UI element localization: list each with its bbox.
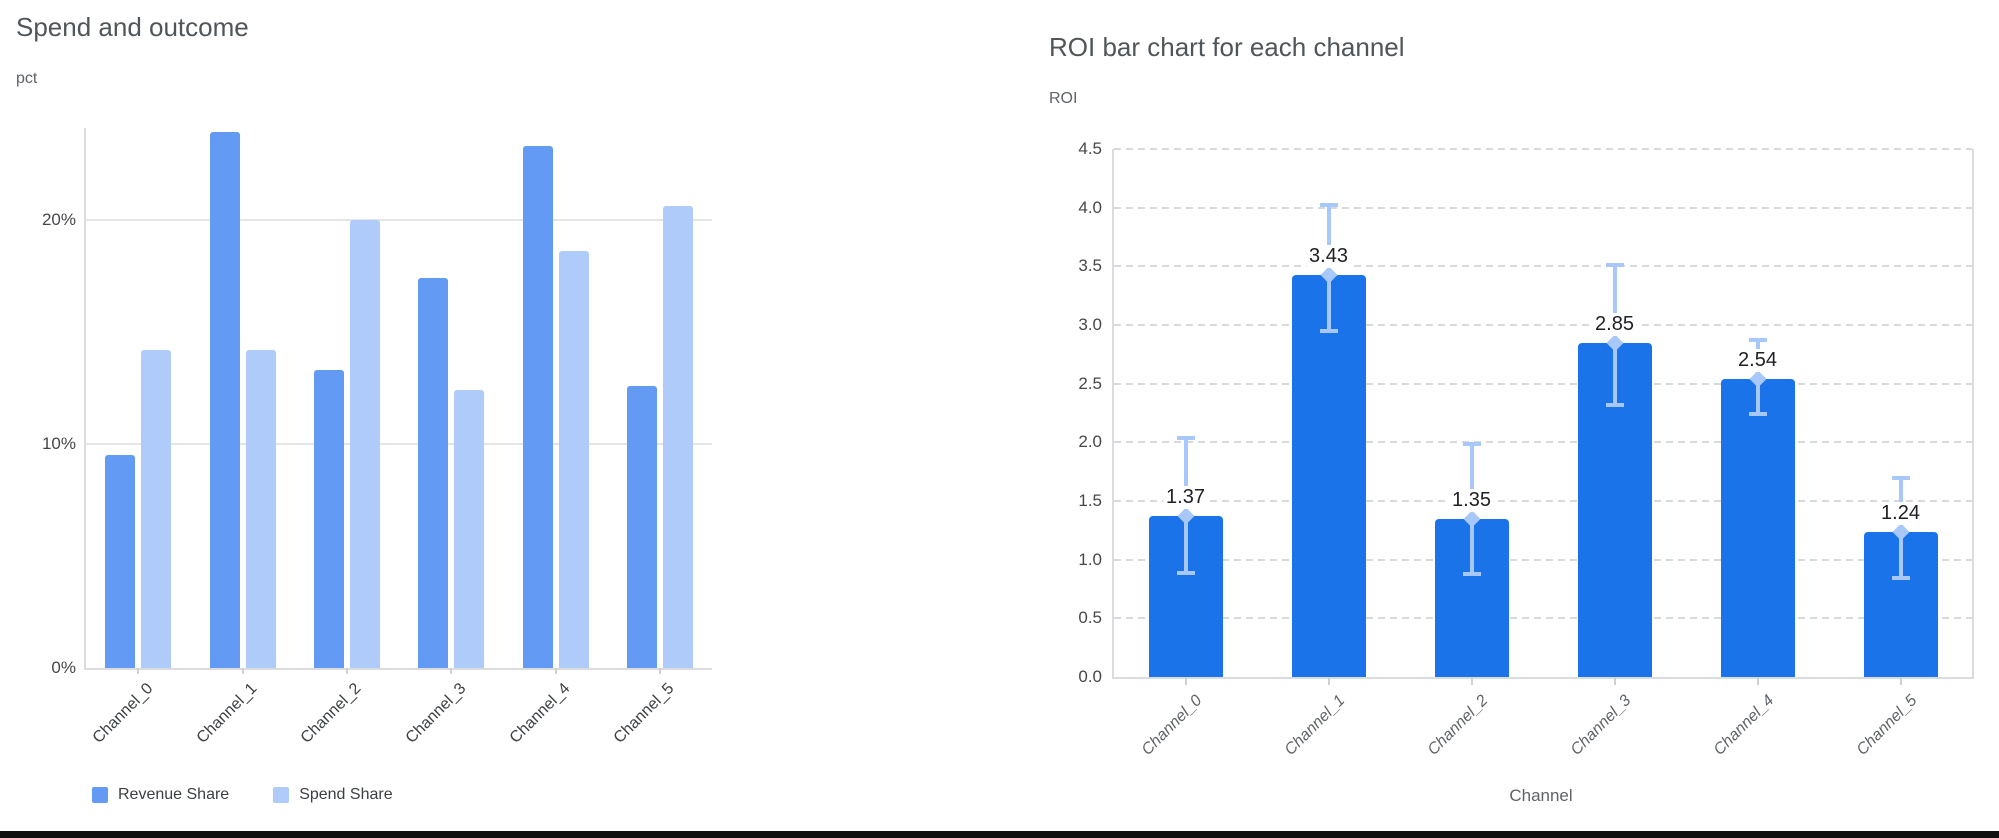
legend: Revenue Share Spend Share	[92, 786, 393, 804]
roi-bar-channel-1[interactable]	[1291, 274, 1366, 677]
bar-revenue-share-channel-3[interactable]	[418, 278, 449, 668]
y-tick-label: 0.0	[1078, 667, 1102, 686]
bar-revenue-share-channel-2[interactable]	[313, 370, 344, 668]
legend-label: Spend Share	[299, 786, 393, 803]
y-tick-label: 3.0	[1078, 315, 1102, 334]
bar-spend-share-channel-4[interactable]	[558, 251, 589, 668]
bar-revenue-share-channel-4[interactable]	[522, 145, 553, 668]
y-tick-label: 0.5	[1078, 608, 1102, 628]
x-tick-mark	[1613, 677, 1616, 685]
bar-revenue-share-channel-1[interactable]	[209, 132, 240, 668]
gridline	[1114, 324, 1972, 326]
x-tick-mark	[658, 668, 661, 674]
x-tick-mark	[345, 668, 348, 674]
left-plot-area: 0% 10% 20% Channel_0 Channel_1 Channel_2 Chann…	[42, 128, 712, 747]
bar-spend-share-channel-5[interactable]	[662, 206, 693, 668]
y-tick-label: 1.0	[1078, 549, 1102, 569]
x-tick-label: Channel_3	[1567, 692, 1635, 759]
legend-swatch-spend-share	[273, 787, 290, 803]
x-tick-mark	[1756, 677, 1759, 685]
error-bar-bottom-cap	[1605, 402, 1624, 407]
gridline	[1114, 500, 1972, 502]
error-bar-bottom-cap	[1891, 576, 1910, 581]
y-tick-label: 2.0	[1078, 432, 1102, 452]
x-tick-label: Channel_2	[298, 680, 365, 747]
x-tick-mark	[1184, 677, 1187, 685]
gridline	[1114, 148, 1972, 150]
error-bar-top-cap	[1605, 263, 1624, 268]
bar-spend-share-channel-3[interactable]	[454, 390, 485, 668]
x-axis-title: Channel	[1509, 786, 1573, 805]
x-tick-label: Channel_3	[402, 680, 470, 747]
bar-value-label: 1.37	[1163, 486, 1208, 510]
x-tick-label: Channel_1	[1281, 692, 1349, 759]
left-chart-title: Spend and outcome	[16, 12, 249, 42]
gridline	[1114, 558, 1972, 561]
y-tick-label: 3.5	[1078, 256, 1102, 276]
bar-revenue-share-channel-0[interactable]	[105, 455, 136, 668]
y-tick-label: 10%	[41, 433, 76, 453]
gridline	[1114, 382, 1972, 385]
y-tick-label: 4.0	[1078, 197, 1102, 217]
error-bar-bottom-cap	[1319, 328, 1338, 333]
y-tick-label: 2.5	[1078, 373, 1102, 393]
legend-item-spend-share[interactable]: Spend Share	[273, 786, 393, 804]
gridline	[1114, 441, 1972, 444]
right-chart-title: ROI bar chart for each channel	[1049, 32, 1405, 62]
x-tick-mark	[241, 668, 244, 674]
x-tick-mark	[1327, 677, 1330, 685]
bar-value-label: 2.54	[1735, 348, 1780, 372]
right-plot-area: 0.0 0.5 1.0 1.5 2.0 2.5 3.0 3.5 4.0 4.5 1.37 Channe…	[1078, 139, 1974, 759]
error-bar-top-cap	[1176, 435, 1195, 440]
bar-spend-share-channel-1[interactable]	[245, 349, 276, 668]
bar-value-label: 2.85	[1592, 312, 1637, 336]
x-tick-mark	[1470, 677, 1473, 685]
error-bar-top-cap	[1748, 338, 1767, 343]
x-tick-label: Channel_5	[611, 680, 678, 747]
x-tick-label: Channel_0	[1138, 692, 1206, 759]
error-bar-bottom-cap	[1748, 412, 1767, 417]
legend-label: Revenue Share	[118, 786, 230, 803]
error-bar-bottom-cap	[1462, 571, 1481, 576]
bar-spend-share-channel-0[interactable]	[141, 349, 172, 668]
right-y-axis-unit-label: ROI	[1049, 90, 1078, 107]
bar-value-label: 3.43	[1306, 244, 1351, 268]
roi-bar-channel-4[interactable]	[1720, 378, 1795, 677]
x-tick-label: Channel_1	[193, 680, 261, 747]
error-bar-top-cap	[1891, 475, 1910, 480]
error-bar-bottom-cap	[1176, 570, 1195, 575]
y-tick-label: 4.5	[1078, 139, 1102, 158]
window-bottom-border	[0, 831, 1999, 838]
gridline	[1114, 206, 1972, 209]
bar-spend-share-channel-2[interactable]	[349, 219, 380, 668]
bar-revenue-share-channel-5[interactable]	[626, 385, 657, 668]
legend-item-revenue-share[interactable]: Revenue Share	[92, 786, 229, 804]
gridline	[1114, 617, 1972, 620]
bar-value-label: 1.24	[1878, 501, 1923, 525]
bar-value-label: 1.35	[1449, 488, 1494, 512]
x-tick-label: Channel_4	[506, 680, 574, 747]
x-tick-label: Channel_0	[89, 680, 157, 747]
error-bar-top-cap	[1319, 203, 1338, 208]
error-bar-top-cap	[1462, 441, 1481, 446]
gridline	[86, 218, 712, 221]
x-tick-mark	[1899, 677, 1902, 685]
x-tick-label: Channel_2	[1424, 692, 1492, 759]
gridline	[1114, 265, 1972, 268]
x-tick-mark	[554, 668, 557, 674]
x-tick-label: Channel_4	[1710, 692, 1778, 759]
gridline	[86, 442, 712, 445]
x-tick-mark	[137, 668, 140, 674]
y-tick-label: 1.5	[1078, 491, 1102, 510]
y-tick-label: 0%	[51, 658, 76, 677]
y-tick-label: 20%	[41, 209, 76, 229]
x-tick-label: Channel_5	[1853, 692, 1921, 759]
x-tick-mark	[450, 668, 453, 674]
left-y-axis-unit-label: pct	[16, 70, 38, 87]
legend-swatch-revenue-share	[92, 787, 108, 803]
